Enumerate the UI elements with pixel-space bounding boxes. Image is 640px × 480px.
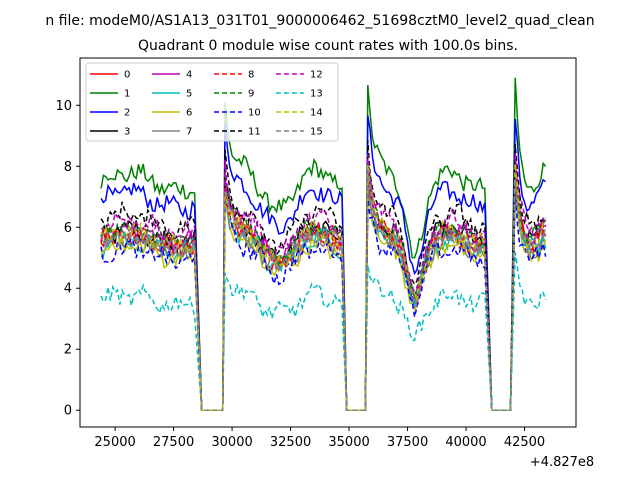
y-tick-label: 10 [55, 99, 72, 114]
series-line-2 [100, 115, 547, 411]
x-tick-label: 42500 [504, 435, 545, 450]
plot-area: 25000 27500 30000 32500 35000 37500 40000 42500… [55, 57, 594, 470]
chart-suptitle: n file: modeM0/AS1A13_031T01_9000006462_… [45, 13, 594, 29]
legend-label-6: 6 [186, 108, 192, 119]
plot-border [79, 57, 577, 428]
series-line-10 [100, 189, 547, 411]
x-tick-label: 25000 [94, 435, 135, 450]
y-tick-label: 8 [64, 160, 72, 175]
y-tick-label: 6 [64, 221, 72, 236]
x-tick-label: 32500 [270, 435, 311, 450]
legend-label-2: 2 [124, 108, 130, 119]
legend-label-4: 4 [186, 70, 192, 81]
legend-label-8: 8 [248, 70, 254, 81]
series-layer [100, 77, 547, 411]
x-axis-offset-label: +4.827e8 [530, 455, 594, 470]
chart-title: Quadrant 0 module wise count rates with … [138, 38, 518, 54]
legend-label-15: 15 [310, 127, 323, 138]
y-tick-label: 0 [64, 404, 72, 419]
series-line-11 [100, 140, 547, 411]
legend-label-11: 11 [248, 127, 261, 138]
series-line-1 [100, 77, 547, 411]
x-tick-label: 40000 [445, 435, 486, 450]
x-axis: 25000 27500 30000 32500 35000 37500 40000 42500 [94, 427, 545, 450]
legend-label-10: 10 [248, 108, 261, 119]
x-tick-label: 37500 [387, 435, 428, 450]
legend-label-1: 1 [124, 89, 130, 100]
series-line-8 [100, 162, 547, 411]
legend-label-5: 5 [186, 89, 192, 100]
x-tick-label: 35000 [328, 435, 369, 450]
legend-label-12: 12 [310, 70, 323, 81]
legend-box [85, 62, 339, 142]
legend-label-0: 0 [124, 70, 130, 81]
legend-label-13: 13 [310, 89, 323, 100]
y-axis: 0 2 4 6 8 10 [55, 99, 80, 419]
series-line-13 [100, 252, 547, 411]
x-tick-label: 30000 [211, 435, 252, 450]
legend-label-14: 14 [310, 108, 323, 119]
legend-label-7: 7 [186, 127, 192, 138]
series-line-14 [100, 163, 547, 411]
y-tick-label: 4 [64, 282, 72, 297]
y-tick-label: 2 [64, 343, 72, 358]
legend-label-9: 9 [248, 89, 254, 100]
x-tick-label: 27500 [153, 435, 194, 450]
legend-label-3: 3 [124, 127, 130, 138]
